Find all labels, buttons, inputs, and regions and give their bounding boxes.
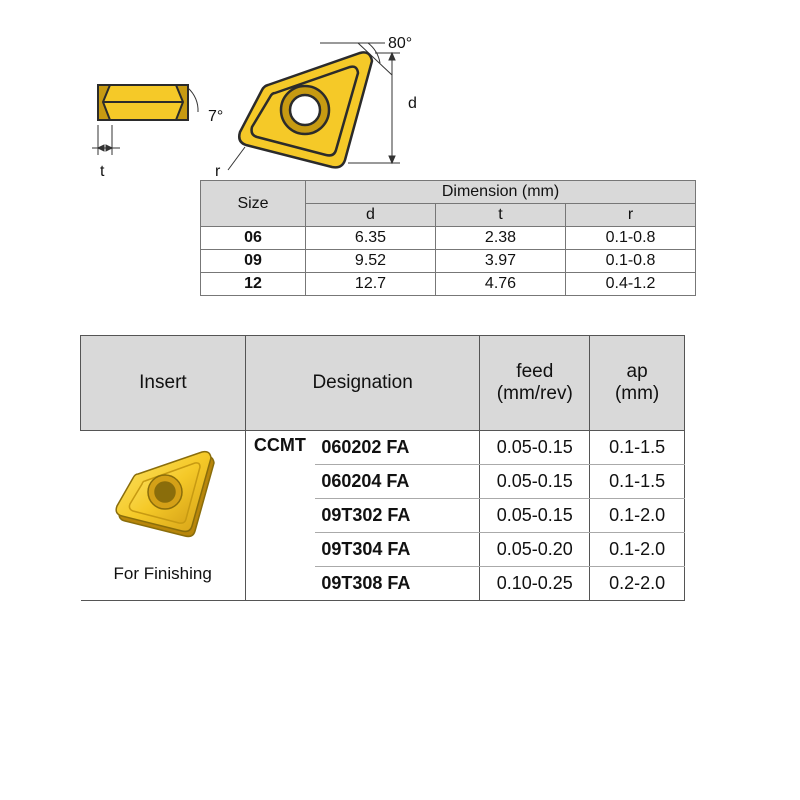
dimension-table: Size Dimension (mm) d t r 06 6.35 2.38 0…: [200, 180, 696, 296]
col-t: t: [436, 204, 566, 227]
dim-row: 09 9.52 3.97 0.1-0.8: [201, 250, 696, 273]
type-code: CCMT: [245, 431, 315, 601]
technical-diagrams: 7° t 80° d r: [80, 35, 720, 195]
dim-row: 12 12.7 4.76 0.4-1.2: [201, 273, 696, 296]
col-d: d: [306, 204, 436, 227]
header-insert: Insert: [81, 336, 246, 431]
insert-caption: For Finishing: [87, 564, 239, 584]
dim-row: 06 6.35 2.38 0.1-0.8: [201, 227, 696, 250]
t-label: t: [100, 163, 104, 181]
table-row: For Finishing CCMT 060202 FA 0.05-0.15 0…: [81, 431, 685, 465]
insert-cell: For Finishing: [81, 431, 246, 601]
header-ap: ap (mm): [590, 336, 685, 431]
d-label: d: [408, 95, 417, 113]
dimension-header: Dimension (mm): [306, 181, 696, 204]
size-header: Size: [201, 181, 306, 227]
top-view-icon: [220, 35, 430, 195]
insert-photo-icon: [103, 441, 223, 551]
r-label: r: [215, 163, 220, 181]
header-feed: feed (mm/rev): [480, 336, 590, 431]
angle-top-label: 80°: [388, 35, 412, 53]
header-designation: Designation: [245, 336, 480, 431]
col-r: r: [566, 204, 696, 227]
designation-table: Insert Designation feed (mm/rev) ap (mm): [80, 335, 685, 601]
